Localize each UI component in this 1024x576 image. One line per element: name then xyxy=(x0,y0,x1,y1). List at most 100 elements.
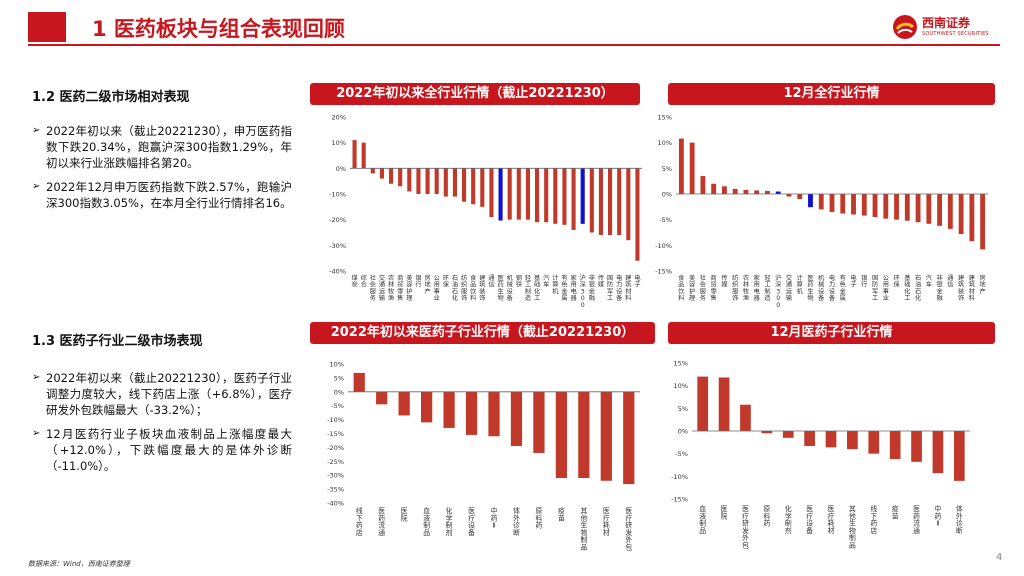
x-tick-label: 农林牧渔 xyxy=(388,274,395,302)
x-tick-label: 轻工制造 xyxy=(764,274,770,302)
x-tick-label: 医药流通 xyxy=(913,505,920,535)
y-tick-label: 15% xyxy=(658,114,672,122)
bar xyxy=(953,431,965,481)
x-tick-label: 建筑装饰 xyxy=(958,274,965,302)
bar xyxy=(608,168,613,236)
x-tick-label: 公用事业 xyxy=(883,275,889,302)
x-tick-label: 有色金属 xyxy=(561,274,568,302)
x-tick-label: 汽车 xyxy=(926,274,932,289)
y-tick-label: -20% xyxy=(329,216,346,224)
x-tick-label: 电子 xyxy=(634,274,640,289)
x-tick-label: 家用电器 xyxy=(754,274,761,302)
x-tick-label: 环保 xyxy=(893,275,900,289)
bar xyxy=(578,391,590,478)
bar xyxy=(462,168,467,202)
bar xyxy=(617,168,622,236)
x-tick-label: 医疗耗材 xyxy=(603,507,610,537)
bar xyxy=(398,391,410,416)
bar xyxy=(525,168,530,220)
bar xyxy=(958,194,964,235)
bullet-item: 2022年初以来（截止20221230），医药子行业调整力度较大，线下药店上涨（… xyxy=(32,370,292,418)
bullet-list-market: 2022年初以来（截止20221230），申万医药指数下跌20.34%，跑赢沪深… xyxy=(32,123,292,219)
bar xyxy=(425,168,430,194)
bar xyxy=(498,168,503,221)
logo-subtitle: SOUTHWEST SECURITIES xyxy=(922,31,989,37)
y-tick-label: -30% xyxy=(329,242,346,250)
x-tick-label: 计算机 xyxy=(797,274,804,295)
bar xyxy=(847,431,858,450)
x-tick-label: 商贸零售 xyxy=(397,274,403,302)
x-tick-label: 建筑材料 xyxy=(625,274,632,302)
y-tick-label: 10% xyxy=(330,361,344,369)
bar xyxy=(851,194,856,215)
y-tick-label: -5% xyxy=(675,450,688,458)
y-tick-label: 0% xyxy=(334,388,344,396)
x-tick-label: 医药生物 xyxy=(497,275,503,302)
bar xyxy=(797,194,803,200)
bar xyxy=(465,391,478,435)
bar xyxy=(915,194,921,223)
x-tick-label: 医院 xyxy=(721,505,728,520)
y-tick-label: 10% xyxy=(674,382,688,390)
bar xyxy=(808,194,813,208)
bar xyxy=(740,404,751,431)
page-title: 1 医药板块与组合表现回顾 xyxy=(92,17,345,41)
bar xyxy=(969,194,975,242)
bar xyxy=(721,186,727,194)
x-tick-label: 交通运输 xyxy=(786,274,793,302)
bar xyxy=(443,391,455,428)
bar xyxy=(626,168,631,241)
bullet-item: 12月医药行业子板块血液制品上涨幅度最大（+12.0%），下跌幅度最大的是体外诊… xyxy=(32,426,292,474)
x-tick-label: 原料药 xyxy=(536,507,543,530)
bar xyxy=(804,431,815,446)
x-tick-label: 综合 xyxy=(361,274,367,289)
x-tick-label: 医疗研发外包 xyxy=(742,505,749,550)
x-tick-label: 其他生物制品 xyxy=(580,507,587,552)
x-tick-label: 房地产 xyxy=(980,274,986,295)
x-tick-label: 非银金融 xyxy=(936,274,943,302)
company-logo: 西南证券 SOUTHWEST SECURITIES xyxy=(892,12,1002,42)
y-tick-label: 0% xyxy=(678,428,688,436)
x-tick-label: 医疗耗材 xyxy=(828,505,835,535)
bar xyxy=(507,168,512,220)
x-tick-label: 国防军工 xyxy=(872,275,878,302)
y-tick-label: -10% xyxy=(327,416,344,424)
bar xyxy=(516,168,521,220)
bar xyxy=(937,194,943,226)
x-tick-label: 有色金属 xyxy=(840,274,847,302)
y-tick-label: 5% xyxy=(678,405,688,413)
bar xyxy=(562,168,567,225)
y-tick-label: 15% xyxy=(674,360,688,368)
bar xyxy=(697,376,709,431)
y-tick-label: -40% xyxy=(329,268,346,276)
x-tick-label: 银行 xyxy=(415,274,421,289)
x-tick-label: 家用电器 xyxy=(570,274,577,302)
x-tick-label: 纺织服饰 xyxy=(732,274,738,302)
y-tick-label: -15% xyxy=(671,496,688,504)
x-tick-label: 石油石化 xyxy=(915,275,921,302)
bar xyxy=(443,168,448,197)
x-tick-label: 国防军工 xyxy=(607,275,613,302)
bar xyxy=(689,142,695,194)
bar xyxy=(379,168,384,179)
x-tick-label: 沪深 3 0 0 xyxy=(775,274,781,309)
x-tick-label: 通信 xyxy=(488,274,494,289)
x-tick-label: 房地产 xyxy=(424,274,430,295)
bar xyxy=(480,168,485,207)
bar xyxy=(421,391,433,423)
y-tick-label: 5% xyxy=(662,165,672,173)
y-tick-label: -30% xyxy=(327,472,344,480)
y-tick-label: -25% xyxy=(327,458,344,466)
x-tick-label: 线下药店 xyxy=(870,504,877,535)
x-tick-label: 环保 xyxy=(443,275,450,289)
bar xyxy=(352,140,357,169)
bar xyxy=(883,194,889,219)
y-tick-label: -5% xyxy=(659,216,672,224)
x-tick-label: 其他生物制品 xyxy=(849,505,856,550)
y-tick-label: 0% xyxy=(336,165,346,173)
y-tick-label: -40% xyxy=(327,500,344,508)
bar xyxy=(553,168,558,224)
bullet-item: 2022年初以来（截止20221230），申万医药指数下跌20.34%，跑赢沪深… xyxy=(32,123,292,171)
bar xyxy=(571,168,576,230)
bar xyxy=(489,168,494,218)
